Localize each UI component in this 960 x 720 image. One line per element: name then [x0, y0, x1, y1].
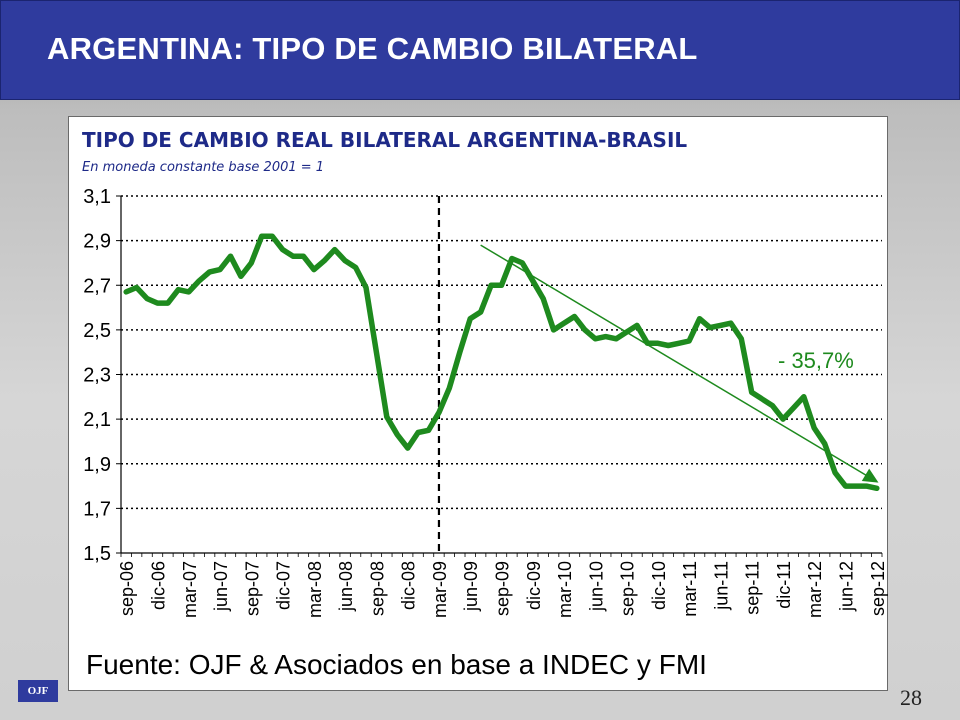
y-tick-label: 1,9: [83, 454, 111, 476]
y-tick-label: 2,7: [83, 275, 111, 297]
trend-line: [480, 244, 878, 483]
source-note: Fuente: OJF & Asociados en base a INDEC …: [86, 649, 707, 680]
series-group: [123, 233, 880, 492]
chart-subtitle: En moneda constante base 2001 = 1: [82, 160, 325, 175]
chart-title: TIPO DE CAMBIO REAL BILATERAL ARGENTINA-…: [82, 128, 688, 152]
x-tick-label: jun-08: [336, 561, 356, 612]
x-tick-label: sep-09: [493, 561, 513, 616]
header-banner: ARGENTINA: TIPO DE CAMBIO BILATERAL: [0, 0, 960, 100]
x-tick-label: sep-06: [117, 561, 137, 616]
x-tick-label: sep-12: [868, 561, 888, 616]
x-tick-label: mar-12: [805, 561, 825, 618]
y-tick-label: 2,9: [83, 231, 111, 253]
series-line: [123, 233, 880, 492]
change-annotation: - 35,7%: [778, 348, 854, 373]
page-number: 28: [900, 685, 922, 710]
page-title: ARGENTINA: TIPO DE CAMBIO BILATERAL: [47, 31, 698, 66]
x-tick-label: mar-09: [430, 561, 450, 618]
x-tick-label: sep-11: [743, 561, 763, 615]
y-tick-label: 2,1: [83, 409, 111, 431]
y-tick-label: 3,1: [83, 186, 111, 208]
x-tick-label: jun-09: [461, 561, 481, 612]
x-tick-label: sep-08: [367, 561, 387, 616]
trend-line-group: [480, 244, 879, 483]
ojf-logo: OJF: [18, 680, 58, 702]
x-tick-label: dic-08: [399, 561, 419, 610]
chart-panel: [68, 116, 888, 691]
y-tick-label: 2,3: [83, 365, 111, 387]
y-axis-labels: 1,5 1,7 1,9 2,1 2,3 2,5 2,7 2,9 3,1: [83, 186, 111, 565]
x-tick-label: mar-08: [305, 561, 325, 618]
annotations: - 35,7%: [778, 348, 854, 373]
x-tick-label: jun-11: [711, 561, 731, 611]
x-tick-label: dic-11: [774, 561, 794, 609]
x-tick-label: dic-09: [524, 561, 544, 610]
x-axis-labels: sep-06 dic-06 mar-07 jun-07 sep-07 dic-07 mar-…: [117, 561, 888, 618]
x-tick-label: dic-07: [274, 561, 294, 610]
y-tick-label: 2,5: [83, 320, 111, 342]
y-tick-label: 1,5: [83, 543, 111, 565]
x-tick-label: jun-12: [837, 561, 857, 612]
x-tick-label: jun-10: [586, 561, 606, 612]
y-tick-label: 1,7: [83, 498, 111, 520]
trend-arrowhead: [861, 468, 879, 483]
x-tick-label: dic-10: [649, 561, 669, 610]
x-tick-label: mar-07: [180, 561, 200, 618]
x-tick-label: mar-11: [680, 561, 700, 617]
x-tick-label: sep-07: [242, 561, 262, 616]
grid-lines: [121, 195, 882, 510]
x-tick-label: jun-07: [211, 561, 231, 612]
axes: [116, 195, 883, 557]
x-tick-label: mar-10: [555, 561, 575, 618]
x-tick-label: dic-06: [148, 561, 168, 610]
x-tick-label: sep-10: [618, 561, 638, 616]
